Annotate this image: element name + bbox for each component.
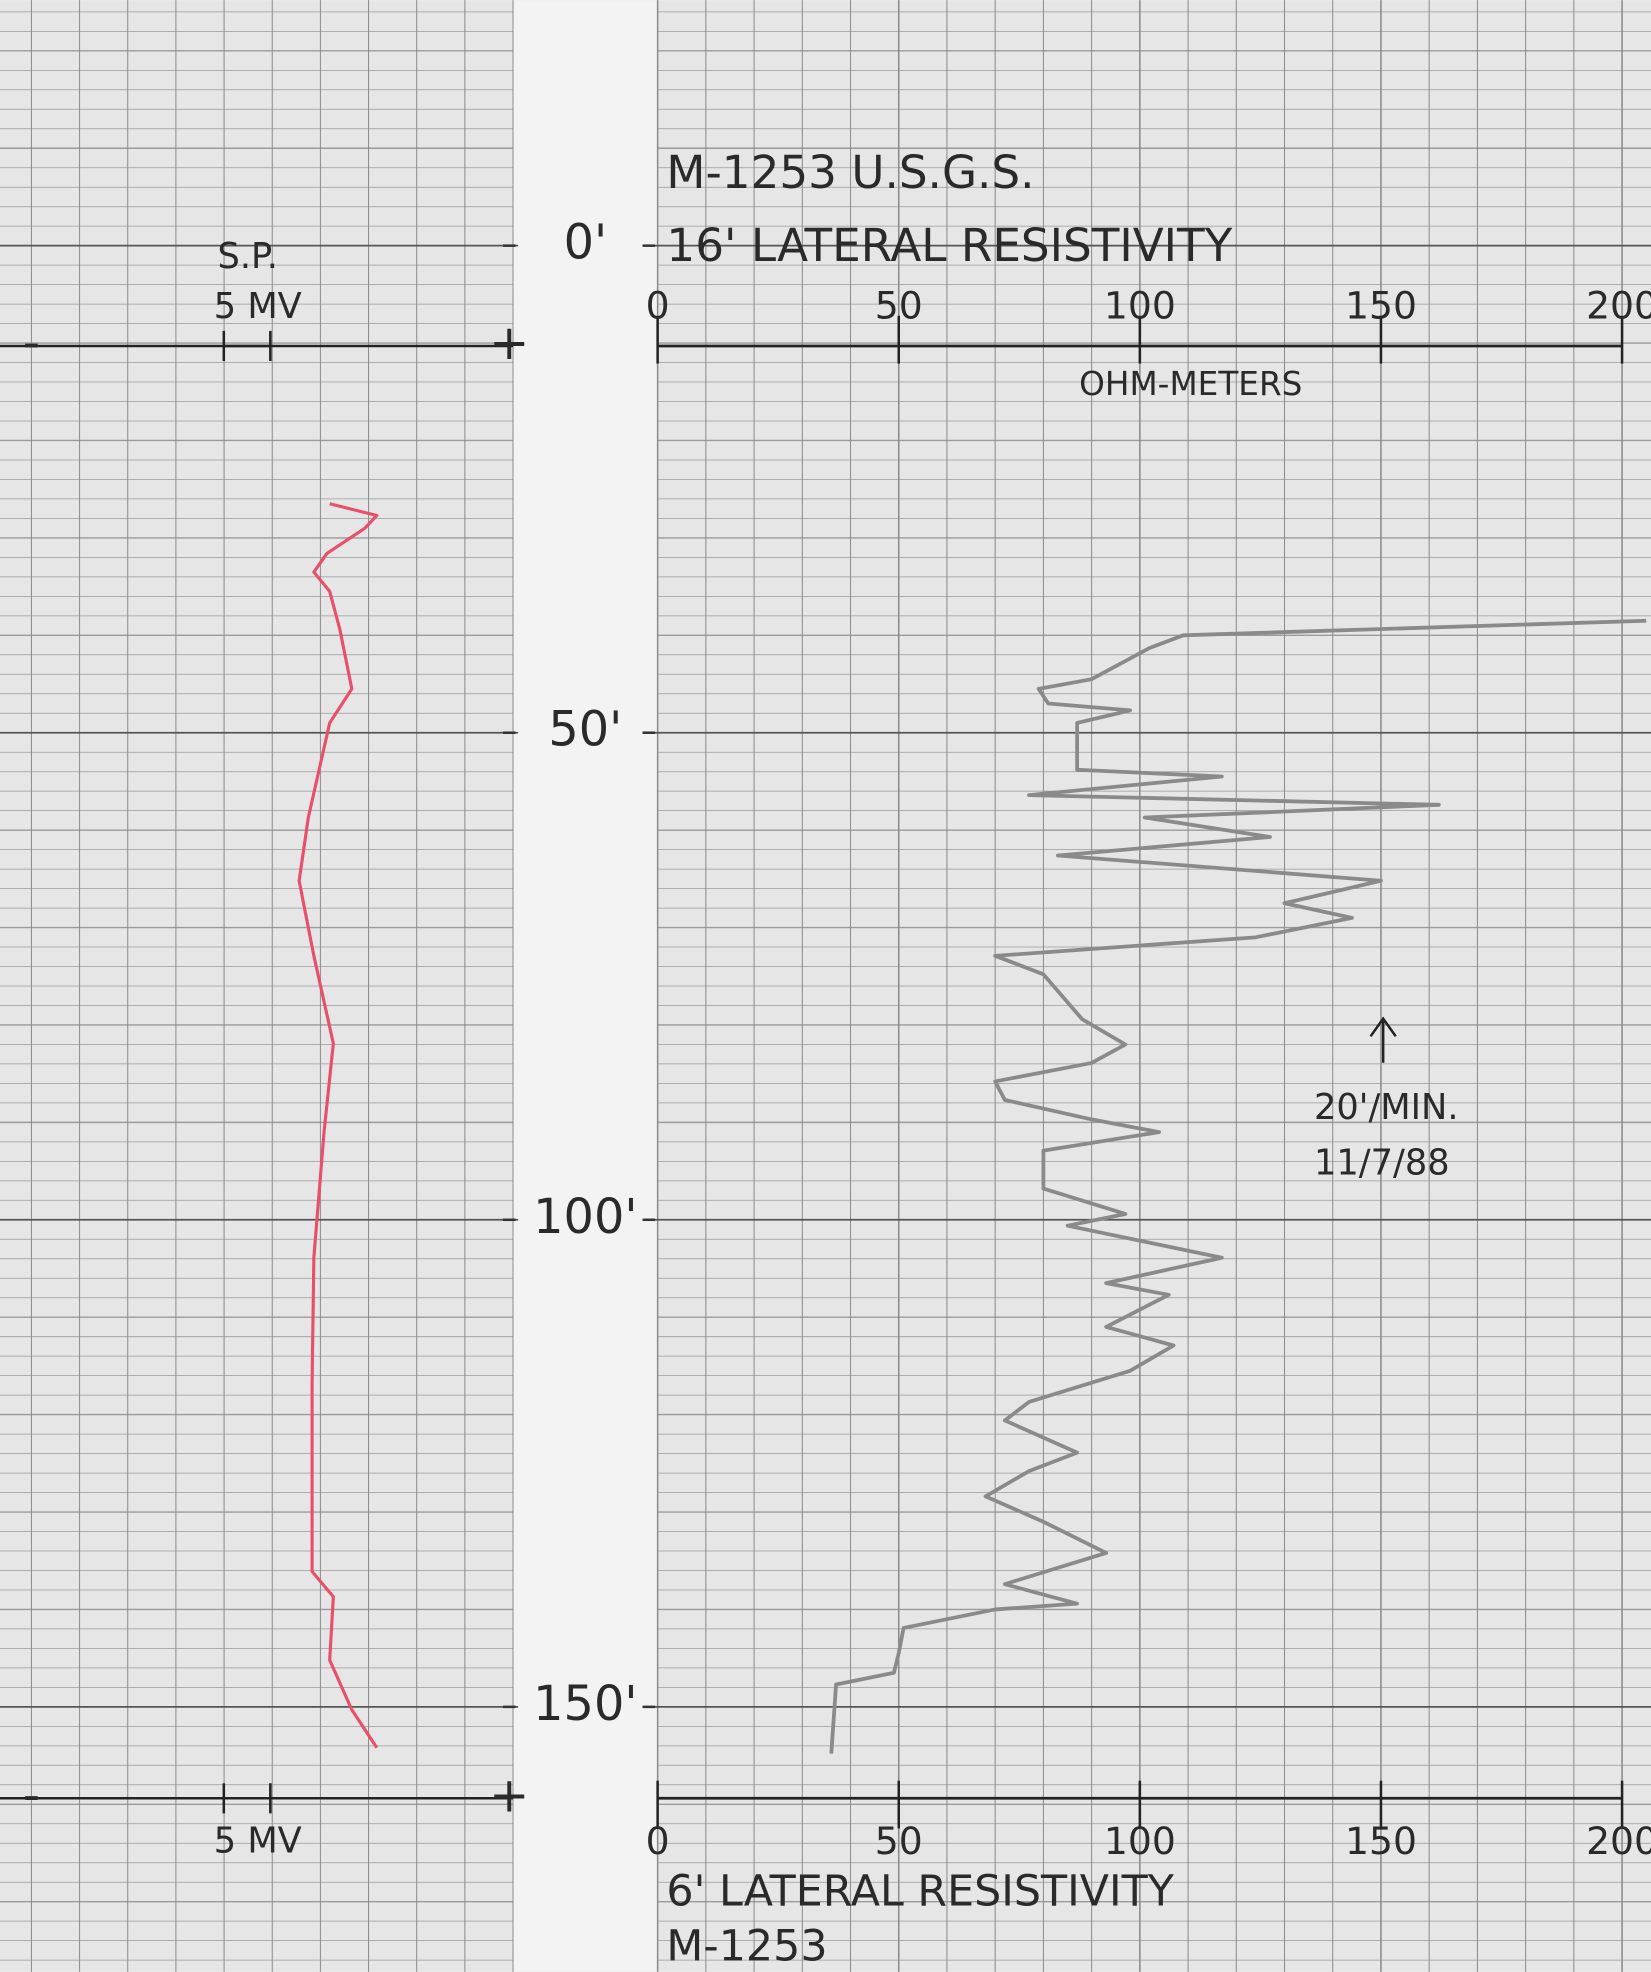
resistivity-curve bbox=[829, 618, 1647, 1754]
annotation: 20'/MIN. bbox=[1314, 1087, 1459, 1128]
scale-bar bbox=[222, 1783, 272, 1814]
depth-label-bg bbox=[518, 1192, 653, 1248]
depth-label: 50' bbox=[548, 703, 622, 758]
depth-label-bg bbox=[518, 705, 653, 761]
depth-label: 150' bbox=[533, 1677, 637, 1732]
gap bbox=[513, 0, 658, 1972]
bottom-subtitle: M-1253 bbox=[666, 1922, 827, 1972]
depth-label: 100' bbox=[533, 1190, 637, 1245]
x-tick-label: 0 bbox=[646, 284, 670, 328]
x-tick-label: 200 bbox=[1586, 284, 1651, 328]
depth-label-bg bbox=[518, 217, 653, 274]
bottom-title: 6' LATERAL RESISTIVITY bbox=[666, 1866, 1174, 1916]
depth-label: 0' bbox=[564, 216, 608, 271]
x-axis-label: OHM-METERS bbox=[1079, 365, 1302, 403]
polarity: - bbox=[23, 316, 40, 371]
depth-label-bg bbox=[518, 1679, 653, 1735]
arrow bbox=[1369, 1016, 1397, 1063]
x-tick-label: 200 bbox=[1586, 1819, 1651, 1863]
x-tick-label: 100 bbox=[1104, 284, 1176, 328]
scale-bar bbox=[222, 330, 272, 362]
polarity: - bbox=[23, 1768, 40, 1823]
x-tick-label: 0 bbox=[646, 1819, 670, 1863]
chart-title: M-1253 U.S.G.S. bbox=[666, 146, 1034, 199]
polarity: + bbox=[489, 316, 529, 371]
x-tick-label: 50 bbox=[875, 1819, 923, 1863]
polarity: + bbox=[489, 1768, 529, 1823]
sp-curve bbox=[297, 502, 379, 1749]
x-tick-label: 50 bbox=[875, 284, 923, 328]
x-tick-label: 100 bbox=[1104, 1819, 1176, 1863]
annotation: 11/7/88 bbox=[1314, 1143, 1450, 1184]
chart-subtitle: 16' LATERAL RESISTIVITY bbox=[666, 219, 1232, 272]
sp-title: S.P. bbox=[217, 236, 277, 277]
scale-label: 5 MV bbox=[214, 1820, 302, 1861]
x-tick-label: 150 bbox=[1345, 284, 1417, 328]
x-tick-label: 150 bbox=[1345, 1819, 1417, 1863]
scale-label: 5 MV bbox=[214, 286, 302, 327]
